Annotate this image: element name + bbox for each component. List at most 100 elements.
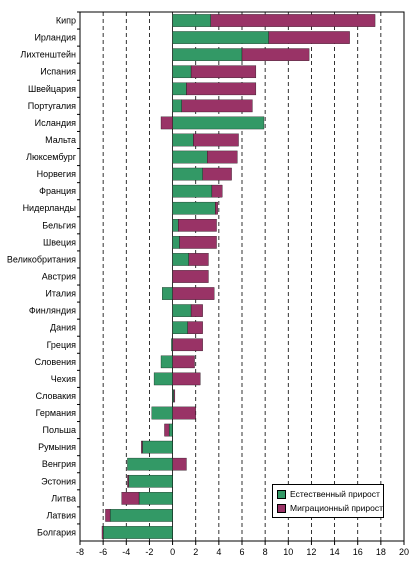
bar-migration-increase — [190, 65, 257, 79]
bar-migration-increase — [207, 150, 238, 164]
category-label: Лихтенштейн — [20, 50, 76, 60]
bar-natural-increase — [142, 440, 173, 454]
category-label: Финляндия — [29, 306, 76, 316]
bar-natural-increase — [151, 406, 173, 420]
bar-natural-increase — [172, 133, 194, 147]
bar-natural-increase — [172, 167, 203, 181]
category-label: Словения — [35, 357, 77, 367]
x-tick-label: 10 — [283, 547, 293, 557]
bar-migration-increase — [172, 457, 187, 471]
category-label: Италия — [45, 289, 76, 299]
x-tick-label: 4 — [216, 547, 221, 557]
category-label: Чехия — [51, 374, 76, 384]
bar-natural-increase — [171, 338, 173, 352]
category-label: Латвия — [46, 510, 76, 520]
x-tick-label: 2 — [193, 547, 198, 557]
bar-natural-increase — [172, 389, 174, 403]
category-label: Мальта — [45, 135, 76, 145]
bar-migration-increase — [172, 338, 203, 352]
category-label: Бельгия — [42, 220, 76, 230]
bar-migration-increase — [193, 133, 239, 147]
legend-item-natural: Естественный прирост — [277, 487, 380, 501]
bar-migration-increase — [181, 99, 253, 113]
category-label: Венгрия — [42, 459, 76, 469]
bar-natural-increase — [138, 492, 173, 505]
category-label: Швейцария — [28, 84, 76, 94]
bar-natural-increase — [172, 48, 243, 61]
category-label: Дания — [50, 323, 76, 333]
legend: Естественный прирост Миграционный прирос… — [272, 484, 384, 518]
category-label: Румыния — [38, 442, 76, 452]
bars — [101, 14, 376, 539]
bar-natural-increase — [172, 321, 188, 334]
bar-natural-increase — [127, 457, 173, 471]
bar-migration-increase — [202, 167, 232, 181]
bar-natural-increase — [172, 150, 208, 164]
bar-migration-increase — [241, 48, 310, 61]
bar-migration-increase — [164, 423, 170, 437]
x-tick-label: -2 — [145, 547, 153, 557]
category-label: Люксембург — [26, 152, 77, 162]
x-tick-label: -4 — [122, 547, 130, 557]
category-label: Кипр — [56, 16, 76, 26]
bar-natural-increase — [172, 304, 192, 317]
bar-natural-increase — [128, 474, 173, 488]
bar-natural-increase — [168, 423, 173, 437]
legend-label-natural: Естественный прирост — [290, 489, 380, 499]
bar-migration-increase — [215, 201, 218, 215]
bar-natural-increase — [172, 201, 216, 215]
bar-migration-increase — [172, 355, 195, 369]
bar-migration-increase — [172, 406, 196, 420]
bar-migration-increase — [172, 287, 215, 300]
category-label: Эстония — [41, 476, 76, 486]
bar-natural-increase — [102, 526, 173, 539]
category-label: Исландия — [35, 118, 76, 128]
bar-natural-increase — [172, 14, 211, 27]
x-tick-label: 18 — [376, 547, 386, 557]
x-tick-label: 6 — [239, 547, 244, 557]
bar-migration-increase — [186, 82, 257, 96]
category-label: Нидерланды — [23, 203, 76, 213]
bar-migration-increase — [210, 14, 376, 27]
category-label: Польша — [43, 425, 76, 435]
legend-swatch-natural — [277, 489, 286, 499]
category-label: Германия — [36, 408, 76, 418]
bar-natural-increase — [172, 219, 179, 232]
bar-natural-increase — [172, 116, 265, 130]
bar-migration-increase — [121, 492, 140, 505]
bar-migration-increase — [173, 389, 176, 403]
bar-migration-increase — [160, 116, 173, 130]
bar-migration-increase — [187, 321, 203, 334]
bar-migration-increase — [211, 184, 223, 198]
bar-natural-increase — [153, 372, 173, 386]
bar-migration-increase — [188, 253, 209, 266]
category-label: Великобритания — [7, 254, 76, 264]
category-label: Франция — [39, 186, 76, 196]
x-tick-label: 0 — [170, 547, 175, 557]
legend-label-migration: Миграционный прирост — [290, 503, 384, 513]
bar-natural-increase — [109, 509, 173, 522]
bar-natural-increase — [162, 287, 173, 300]
x-tick-label: -8 — [76, 547, 84, 557]
category-label: Норвегия — [37, 169, 77, 179]
bar-natural-increase — [172, 99, 182, 113]
category-label: Австрия — [42, 272, 76, 282]
category-label: Словакия — [36, 391, 77, 401]
bar-migration-increase — [172, 270, 209, 283]
bar-natural-increase — [172, 184, 213, 198]
bar-migration-increase — [179, 236, 217, 249]
bar-migration-increase — [141, 440, 143, 454]
category-label: Литва — [51, 493, 76, 503]
category-label: Болгария — [37, 527, 76, 537]
bar-natural-increase — [172, 236, 180, 249]
bar-migration-increase — [127, 474, 129, 488]
bar-migration-increase — [105, 509, 111, 522]
category-label: Швеция — [43, 237, 76, 247]
bar-migration-increase — [268, 31, 350, 44]
bar-migration-increase — [178, 219, 217, 232]
x-tick-label: -6 — [99, 547, 107, 557]
category-label: Греция — [47, 340, 77, 350]
legend-item-migration: Миграционный прирост — [277, 501, 383, 515]
category-label: Португалия — [28, 101, 76, 111]
